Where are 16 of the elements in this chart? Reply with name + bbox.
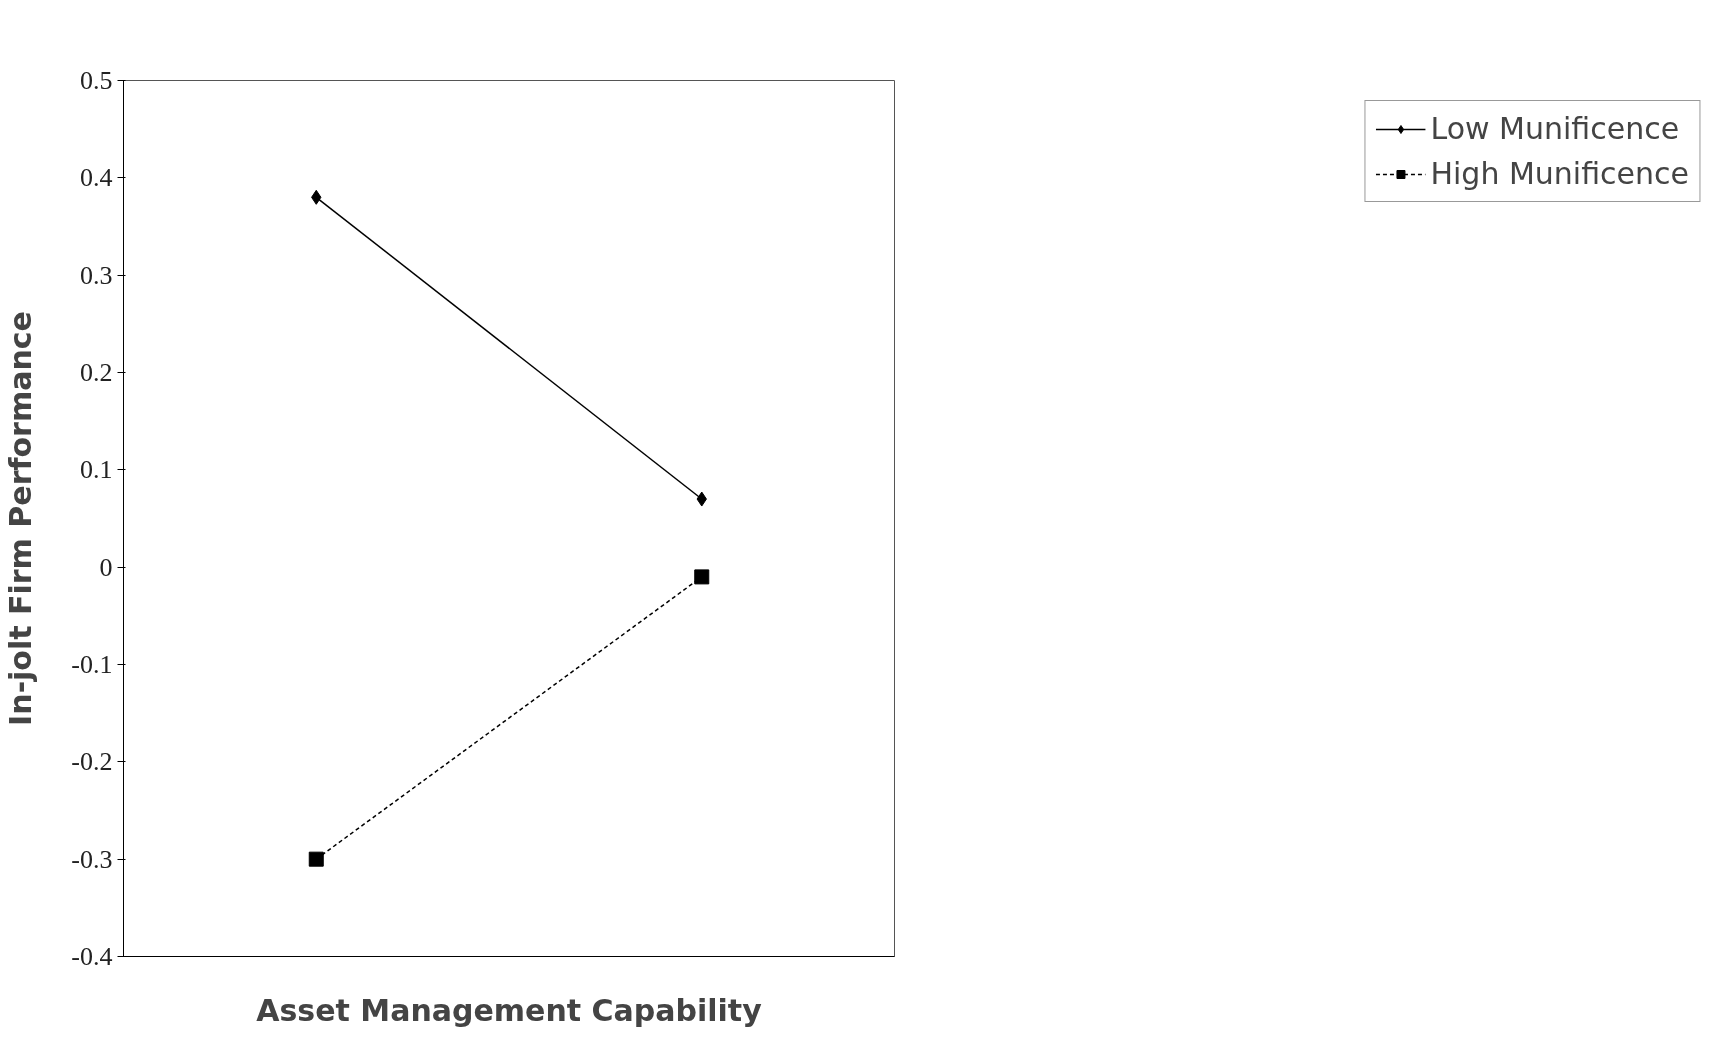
y-tick-label: 0.3 [80,260,113,290]
y-tick-label: -0.2 [71,747,113,777]
y-tick-label: 0.2 [80,358,113,387]
point [694,569,710,585]
y-tick-label: 0 [99,552,113,582]
legend-label: Low Munificence [1430,111,1680,146]
y-tick-label: 0.1 [80,455,113,485]
y-axis-title: In-jolt Firm Performance [3,311,39,726]
y-tick-label: 0.4 [80,163,113,193]
x-axis-title: Asset Management Capability [256,992,763,1028]
y-tick-label: -0.4 [71,942,113,971]
y-tick-label: -0.3 [71,844,113,874]
y-tick-label: -0.1 [71,650,113,679]
y-tick-label: 0.5 [80,66,113,95]
legend-label: High Munificence [1430,156,1689,191]
point [308,851,324,867]
